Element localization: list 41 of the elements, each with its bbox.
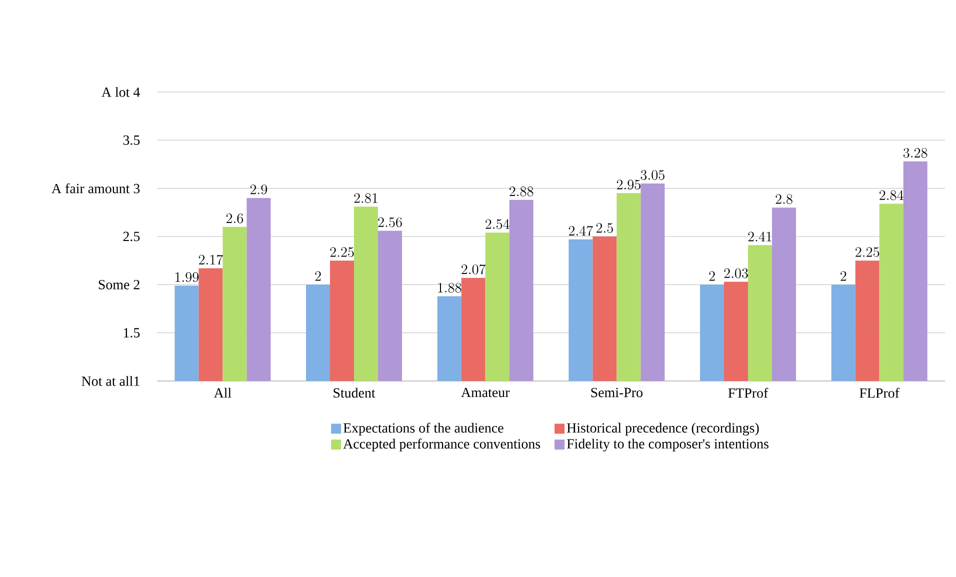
data-label: 1 .99 — [176, 272, 199, 282]
data-label: 2.5 — [596, 223, 613, 233]
data-label: 2.07 — [462, 264, 486, 274]
y-tick-label: Not at all1 — [82, 376, 140, 386]
data-label: 1 .88 — [438, 282, 462, 293]
y-tick-label: Some 2 — [98, 280, 140, 290]
data-label: 2.9 — [250, 184, 268, 194]
data-label: 3.05 — [640, 170, 664, 180]
x-tick-label: All — [214, 388, 232, 398]
legend-label: Historical precedence (recordings) — [566, 422, 759, 436]
x-tick-label: Semi-Pro — [591, 388, 642, 398]
y-tick-label: A fair amount 3 — [52, 183, 140, 194]
y-tick-label: 3.5 — [123, 135, 140, 145]
legend-label: Accepted performance conventions — [343, 438, 540, 452]
x-tick-label: FTProf — [728, 388, 768, 398]
data-label: 2.56 — [378, 217, 402, 228]
data-label: 2 — [840, 271, 846, 281]
x-tick-label: FLProf — [860, 388, 900, 398]
legend-label: Expectations of the audience — [343, 422, 504, 436]
y-tick-label: 2.5 — [123, 232, 140, 242]
data-label: 2.25 — [856, 247, 880, 258]
legend-label: Fidelity to the composer's intentions — [566, 438, 768, 452]
data-label: 2.54 — [486, 219, 510, 230]
data-label: 2.03 — [724, 268, 748, 278]
data-label: 2 — [709, 271, 715, 281]
data-label: 2.8 — [776, 194, 792, 204]
data-label: 2.47 — [568, 226, 593, 236]
data-label: 2.41 — [748, 232, 772, 242]
x-tick-label: Amateur — [461, 388, 510, 398]
data-label: 2.6 — [226, 213, 244, 224]
data-label: 2.88 — [510, 186, 534, 196]
data-label: 2. 17 — [198, 254, 223, 265]
data-label: 2 — [315, 271, 321, 281]
data-label: 2.25 — [330, 247, 354, 258]
data-label: 2.95 — [616, 180, 640, 190]
data-label: 3.28 — [903, 148, 928, 158]
y-tick-label: A lot 4 — [102, 87, 140, 97]
y-tick-label: 1.5 — [124, 328, 140, 338]
x-tick-label: Student — [334, 388, 376, 398]
data-label: 2.81 — [354, 193, 378, 204]
data-label: 2.84 — [880, 190, 904, 200]
